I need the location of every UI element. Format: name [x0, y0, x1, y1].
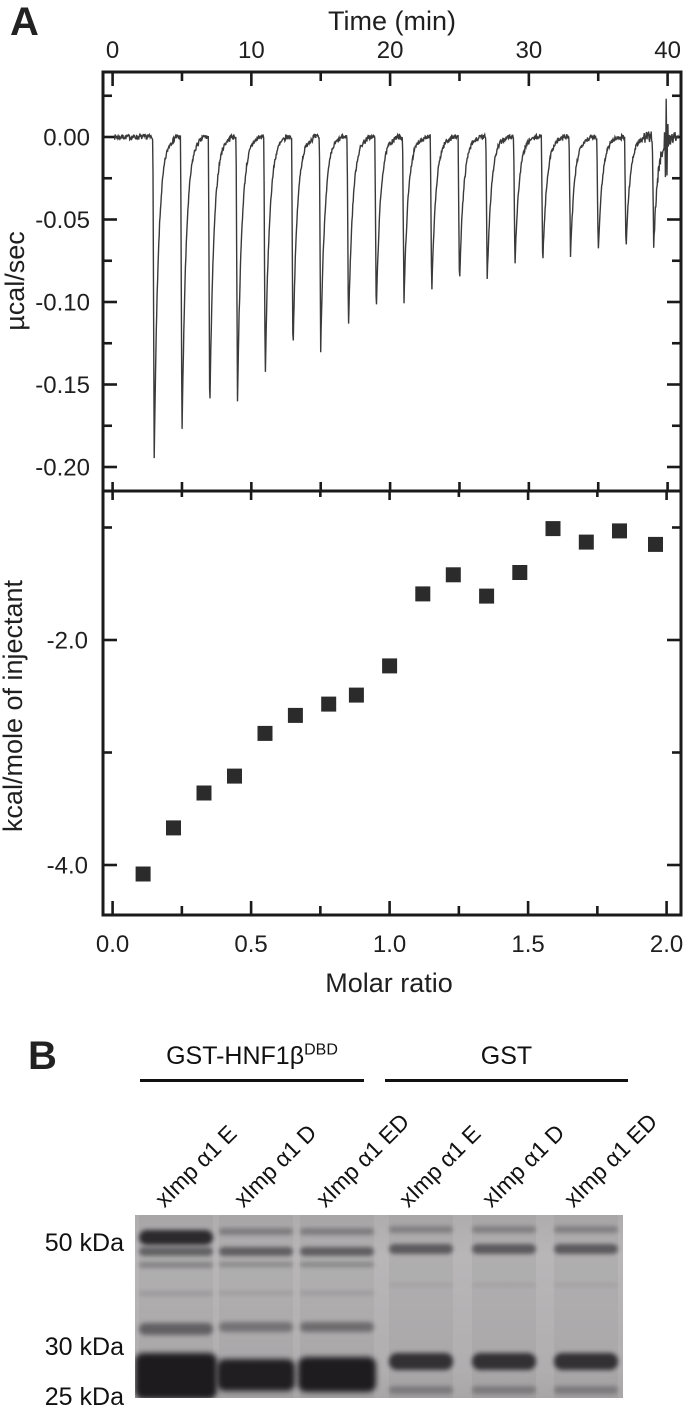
bottom-x-tick-label: 1.5 [511, 931, 544, 958]
group-header-gst-hnf1b-base: GST-HNF1β [166, 1042, 305, 1070]
group-header-gst: GST [385, 1042, 628, 1082]
lane-label-5: xImp α1 D [476, 1119, 570, 1212]
isotherm-point [196, 785, 212, 801]
top-x-tick-label: 20 [377, 37, 404, 64]
isotherm-point [135, 866, 151, 882]
top-y-tick-label: -0.05 [35, 207, 90, 234]
gel-band-lane2-4 [219, 1291, 293, 1295]
gel-band-lane1-2 [139, 1247, 213, 1256]
isotherm-point [257, 725, 273, 741]
isotherm-point [512, 565, 528, 580]
isotherm-point [648, 536, 663, 552]
bottom-x-tick-label: 2.0 [650, 931, 683, 958]
gel-band-lane3-2 [300, 1247, 374, 1256]
isotherm-point [445, 567, 461, 583]
isotherm-point [545, 521, 561, 537]
gel-lane-5 [472, 1215, 536, 1398]
gel-band-lane2-1 [219, 1228, 293, 1235]
gel-band-lane6-1 [554, 1226, 618, 1233]
isotherm-point [321, 696, 337, 712]
gel-band-lane5-2 [472, 1244, 536, 1254]
gel-band-lane3-4 [300, 1291, 374, 1295]
top-x-tick-label: 10 [238, 37, 265, 64]
axis-ticks [104, 73, 680, 914]
thermogram-path [113, 98, 679, 459]
bottom-x-tick-label: 0.0 [96, 931, 129, 958]
group-header-gst-base: GST [480, 1042, 533, 1070]
lane-label-2: xImp α1 D [228, 1119, 322, 1212]
gel-band-lane6-3 [554, 1283, 618, 1287]
axis-tick-labels: 0 10 20 30 40 0.00 -0.05 -0.10 -0.15 -0.20 0.0 0.5 1… [35, 37, 683, 958]
bottom-x-tick-label: 1.0 [373, 931, 406, 958]
gel-band-lane1-1 [139, 1230, 213, 1245]
bottom-y-tick-label: -4.0 [47, 853, 88, 880]
gel-band-lane2-3 [219, 1262, 293, 1267]
gel-photo [135, 1215, 623, 1398]
isotherm-point [382, 658, 398, 674]
isotherm-point [415, 586, 431, 602]
binding-isotherm-points [135, 521, 663, 882]
bottom-x-axis-title: Molar ratio [325, 968, 453, 998]
gel-band-lane5-1 [472, 1226, 536, 1233]
group-header-gst-hnf1b: GST-HNF1βDBD [140, 1042, 364, 1082]
gel-band-lane1-3 [139, 1262, 213, 1268]
gel-band-lane6-2 [554, 1244, 618, 1254]
gel-band-lane1-5 [139, 1323, 213, 1335]
isotherm-point [578, 534, 594, 550]
gel-band-lane2-2 [219, 1247, 293, 1256]
mw-marker-50-kda: 50 kDa [44, 1229, 124, 1257]
lane-label-6: xImp α1 ED [558, 1108, 663, 1212]
thermogram-trace [113, 98, 679, 459]
bottom-y-axis-title: kcal/mole of injectant [0, 579, 28, 832]
top-y-tick-label: 0.00 [43, 125, 90, 152]
top-x-tick-label: 0 [106, 37, 119, 64]
bottom-y-tick-label: -2.0 [47, 628, 88, 655]
group-header-gst-hnf1b-superscript: DBD [304, 1041, 338, 1059]
isotherm-point [348, 687, 364, 703]
isotherm-point [479, 588, 495, 604]
top-y-axis-title: µcal/sec [0, 231, 30, 331]
gel-band-lane3-5 [300, 1322, 374, 1332]
panel-b-letter: B [28, 1034, 57, 1078]
gel-band-lane6-5 [554, 1386, 618, 1394]
mw-marker-25-kda: 25 kDa [44, 1383, 124, 1411]
isotherm-point [287, 707, 303, 723]
gel-band-lane4-3 [389, 1283, 453, 1287]
gel-lane-4 [389, 1215, 453, 1398]
gel-band-lane4-4 [389, 1353, 453, 1370]
gel-band-lane2-6 [216, 1359, 296, 1391]
top-y-tick-label: -0.15 [35, 372, 90, 399]
mw-marker-30-kda: 30 kDa [44, 1333, 124, 1361]
isotherm-point [166, 820, 181, 836]
bottom-plot-frame [101, 489, 683, 917]
gel-band-lane5-3 [472, 1283, 536, 1287]
top-y-tick-label: -0.10 [35, 290, 90, 317]
bottom-x-tick-label: 0.5 [234, 931, 267, 958]
gel-band-lane3-3 [300, 1262, 374, 1267]
gel-band-lane5-4 [472, 1353, 536, 1370]
itc-figure: Time (min) µcal/sec kcal/mole of injecta… [0, 6, 683, 998]
isotherm-point [227, 768, 242, 784]
gel-band-lane4-5 [389, 1386, 453, 1394]
top-x-tick-label: 30 [515, 37, 542, 64]
gel-band-lane1-4 [139, 1291, 213, 1296]
panel-a-letter: A [10, 0, 39, 44]
gel-band-lane6-4 [554, 1353, 618, 1370]
gel-band-lane2-5 [219, 1322, 293, 1332]
gel-band-lane3-1 [300, 1228, 374, 1235]
isotherm-point [612, 523, 627, 539]
lane-label-4: xImp α1 E [393, 1120, 486, 1212]
top-x-axis-title: Time (min) [328, 6, 456, 36]
gel-band-lane4-2 [389, 1244, 453, 1254]
gel-band-lane1-6 [135, 1353, 218, 1398]
lane-label-1: xImp α1 E [149, 1120, 242, 1212]
gel-band-lane3-6 [297, 1357, 377, 1392]
gel-band-lane4-1 [389, 1226, 453, 1233]
top-y-tick-label: -0.20 [35, 455, 90, 482]
gel-lane-6 [554, 1215, 618, 1398]
gel-band-lane5-5 [472, 1386, 536, 1394]
top-x-tick-label: 40 [654, 37, 681, 64]
